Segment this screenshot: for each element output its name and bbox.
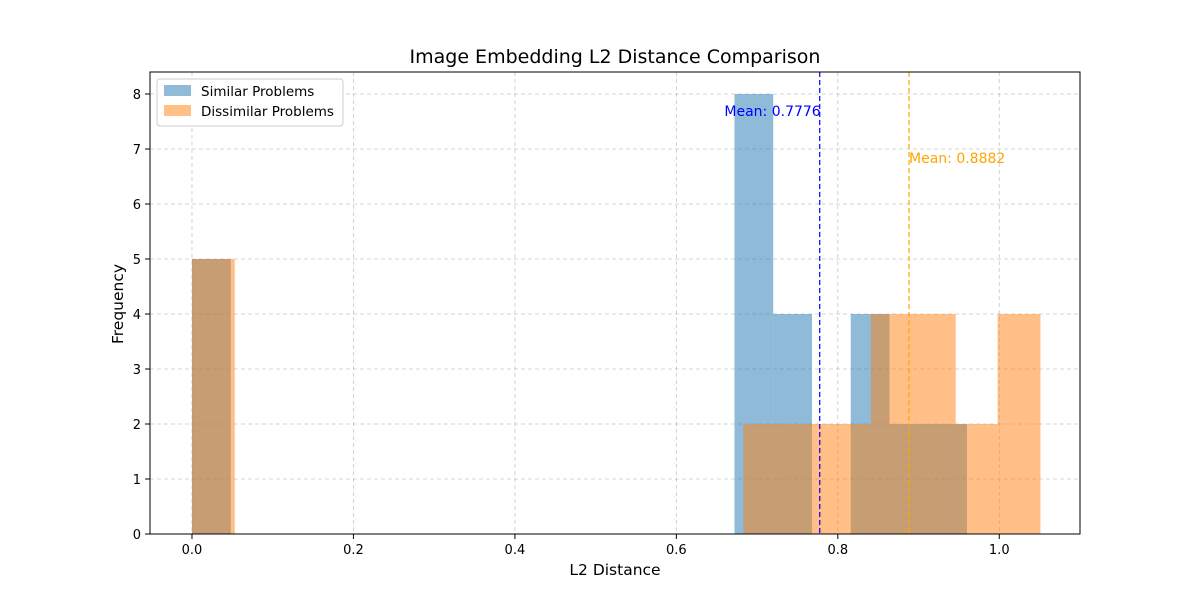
x-tick-label: 1.0 bbox=[989, 543, 1010, 558]
y-tick-label: 3 bbox=[133, 363, 141, 378]
y-tick-label: 6 bbox=[133, 198, 141, 213]
y-tick-label: 1 bbox=[133, 473, 141, 488]
bar-dissimilar bbox=[997, 314, 1041, 534]
y-tick-label: 8 bbox=[133, 88, 141, 103]
bar-dissimilar bbox=[828, 424, 871, 534]
mean-lines: Mean: 0.7776 Mean: 0.8882 bbox=[724, 72, 1005, 534]
mean-label-similar: Mean: 0.7776 bbox=[724, 104, 820, 120]
legend: Similar Problems Dissimilar Problems bbox=[156, 78, 344, 127]
grid bbox=[150, 72, 1080, 535]
x-tick-label: 0.0 bbox=[182, 543, 203, 558]
plot-frame bbox=[149, 71, 1081, 535]
y-tick-label: 2 bbox=[133, 418, 141, 433]
mean-label-dissimilar: Mean: 0.8882 bbox=[909, 151, 1005, 167]
x-tick-label: 0.2 bbox=[343, 543, 364, 558]
x-tick-label: 0.4 bbox=[505, 543, 526, 558]
histogram-bars bbox=[191, 94, 1041, 534]
x-tick-label: 0.6 bbox=[666, 543, 687, 558]
legend-swatch-dissimilar bbox=[164, 105, 191, 116]
axis-ticks: 0.0 0.2 0.4 0.6 0.8 1.0 0 1 2 3 4 5 6 7 8 bbox=[133, 88, 1010, 558]
legend-label-similar: Similar Problems bbox=[201, 84, 314, 100]
bar-dissimilar bbox=[743, 424, 787, 534]
bar-dissimilar bbox=[912, 314, 956, 534]
legend-box bbox=[156, 78, 344, 127]
chart-title: Image Embedding L2 Distance Comparison bbox=[410, 46, 821, 68]
legend-swatch-similar bbox=[164, 85, 191, 96]
x-tick-label: 0.8 bbox=[827, 543, 848, 558]
y-tick-label: 4 bbox=[133, 308, 141, 323]
y-tick-label: 5 bbox=[133, 253, 141, 268]
bar-dissimilar bbox=[191, 259, 235, 534]
bar-dissimilar bbox=[955, 424, 998, 534]
y-tick-label: 7 bbox=[133, 143, 141, 158]
y-axis-label: Frequency bbox=[109, 264, 127, 344]
bar-dissimilar bbox=[786, 424, 829, 534]
x-axis-label: L2 Distance bbox=[569, 561, 660, 579]
bar-dissimilar bbox=[870, 314, 913, 534]
legend-label-dissimilar: Dissimilar Problems bbox=[201, 104, 334, 120]
y-tick-label: 0 bbox=[133, 528, 141, 543]
